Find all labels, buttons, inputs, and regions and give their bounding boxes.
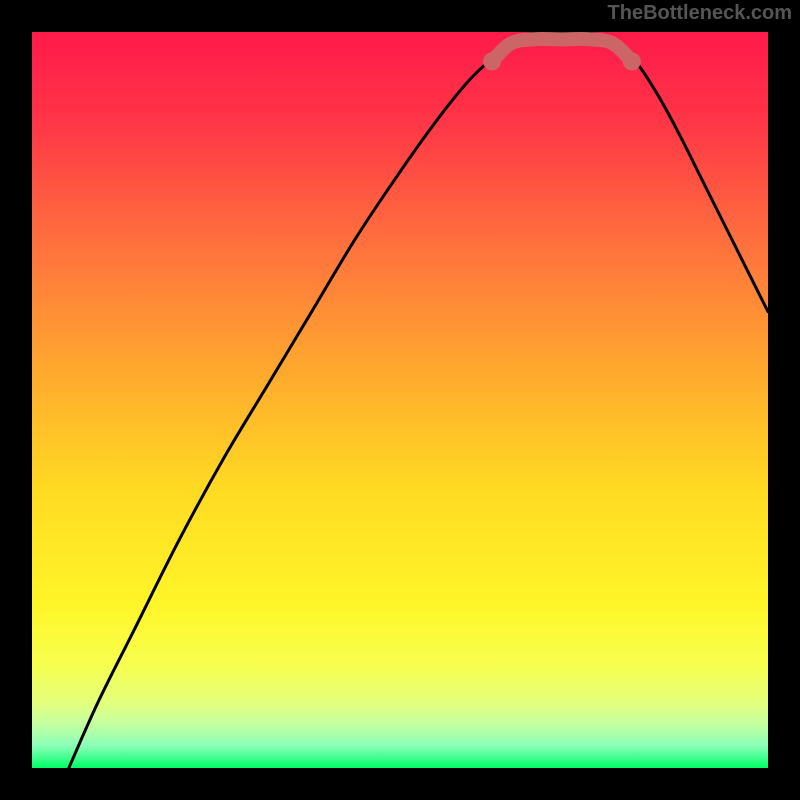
highlight-start-dot bbox=[483, 52, 501, 70]
gradient-background bbox=[32, 32, 768, 768]
watermark-text: TheBottleneck.com bbox=[608, 2, 792, 25]
chart-frame: TheBottleneck.com bbox=[0, 0, 800, 800]
plot-svg bbox=[32, 32, 768, 768]
plot-area bbox=[32, 32, 768, 768]
highlight-end-dot bbox=[623, 52, 641, 70]
